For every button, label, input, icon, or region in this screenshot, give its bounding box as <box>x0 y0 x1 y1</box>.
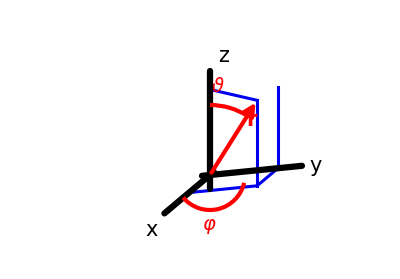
Text: y: y <box>310 156 322 175</box>
Text: r: r <box>246 110 257 130</box>
Text: z: z <box>218 46 229 66</box>
Text: φ: φ <box>202 215 215 234</box>
Text: x: x <box>145 220 158 240</box>
Text: ϑ: ϑ <box>212 77 224 96</box>
